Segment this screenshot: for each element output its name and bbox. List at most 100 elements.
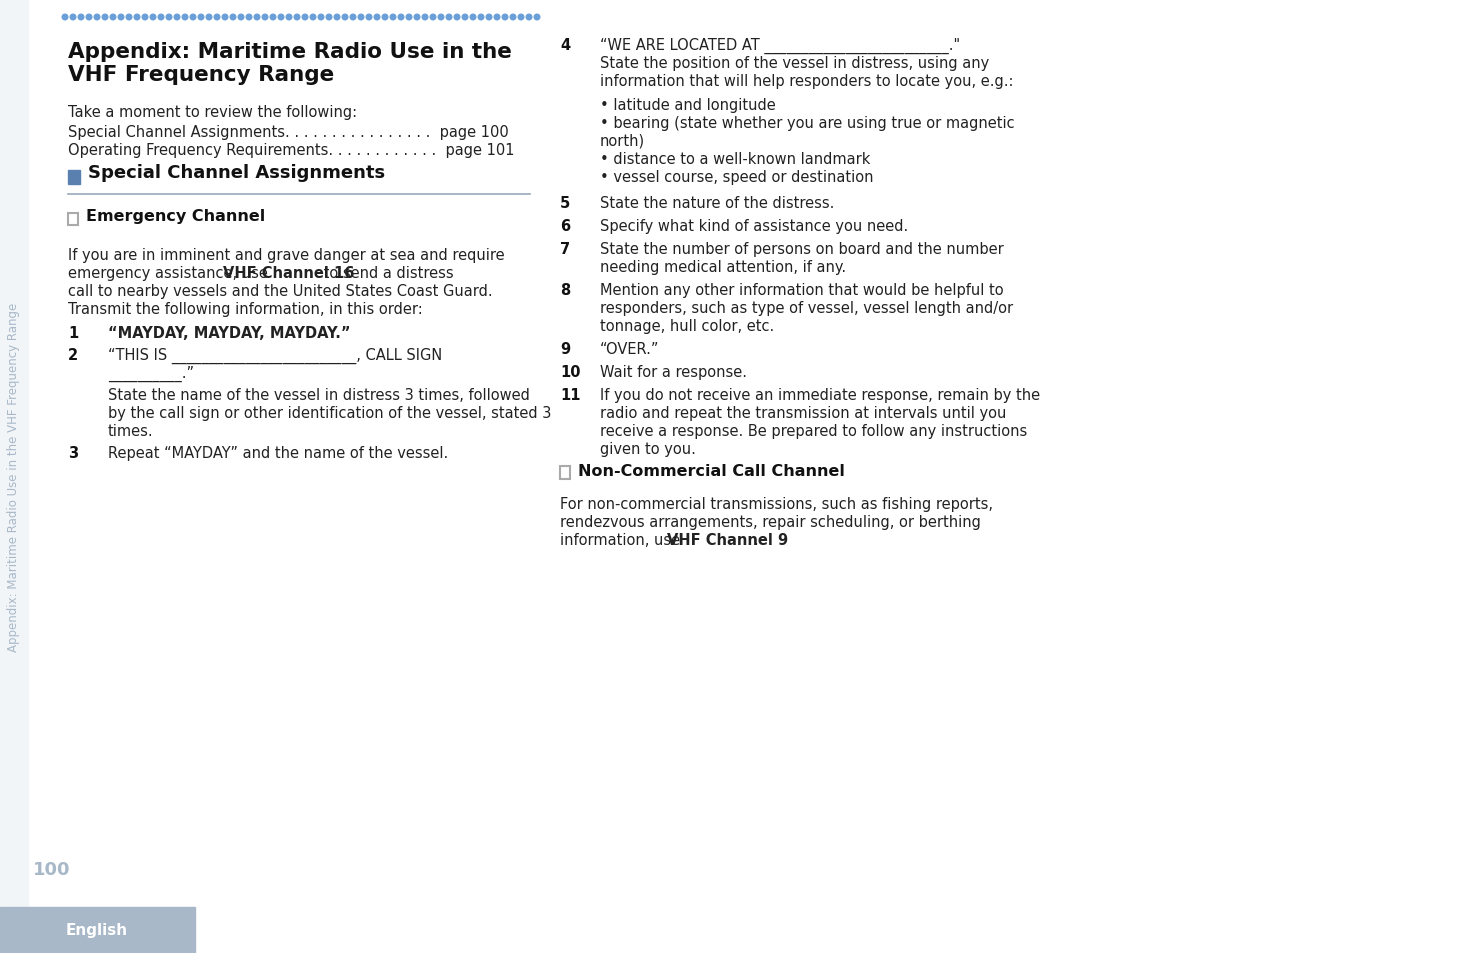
Text: Wait for a response.: Wait for a response. <box>600 365 746 379</box>
Circle shape <box>302 15 308 21</box>
Text: call to nearby vessels and the United States Coast Guard.: call to nearby vessels and the United St… <box>68 284 493 298</box>
Circle shape <box>375 15 379 21</box>
Text: Special Channel Assignments. . . . . . . . . . . . . . . .  page 100: Special Channel Assignments. . . . . . .… <box>68 125 509 140</box>
Circle shape <box>414 15 420 21</box>
Text: • latitude and longitude: • latitude and longitude <box>600 98 776 112</box>
Circle shape <box>382 15 388 21</box>
Text: Operating Frequency Requirements. . . . . . . . . . . .  page 101: Operating Frequency Requirements. . . . … <box>68 143 515 158</box>
Circle shape <box>502 15 507 21</box>
Text: Transmit the following information, in this order:: Transmit the following information, in t… <box>68 302 423 316</box>
Text: .: . <box>754 533 758 547</box>
Circle shape <box>406 15 412 21</box>
Text: Special Channel Assignments: Special Channel Assignments <box>88 164 385 182</box>
Circle shape <box>335 15 339 21</box>
Circle shape <box>214 15 220 21</box>
Text: receive a response. Be prepared to follow any instructions: receive a response. Be prepared to follo… <box>600 423 1027 438</box>
Text: Mention any other information that would be helpful to: Mention any other information that would… <box>600 283 1003 297</box>
Circle shape <box>174 15 180 21</box>
Circle shape <box>230 15 236 21</box>
Circle shape <box>134 15 140 21</box>
Circle shape <box>263 15 268 21</box>
Text: Emergency Channel: Emergency Channel <box>86 210 266 224</box>
Text: 10: 10 <box>560 365 581 379</box>
Text: VHF Channel 16: VHF Channel 16 <box>223 266 354 281</box>
Text: given to you.: given to you. <box>600 441 696 456</box>
Circle shape <box>286 15 292 21</box>
Bar <box>560 467 569 479</box>
Circle shape <box>127 15 131 21</box>
Circle shape <box>487 15 491 21</box>
Text: Non-Commercial Call Channel: Non-Commercial Call Channel <box>578 464 845 479</box>
Circle shape <box>254 15 260 21</box>
Circle shape <box>462 15 468 21</box>
Text: tonnage, hull color, etc.: tonnage, hull color, etc. <box>600 318 774 334</box>
Text: “OVER.”: “OVER.” <box>600 341 659 356</box>
Circle shape <box>207 15 212 21</box>
Text: 7: 7 <box>560 242 571 256</box>
Circle shape <box>366 15 372 21</box>
Bar <box>0 0 28 953</box>
Text: 100: 100 <box>34 861 71 878</box>
Bar <box>68 213 78 226</box>
Text: VHF Channel 9: VHF Channel 9 <box>667 533 788 547</box>
Circle shape <box>142 15 148 21</box>
Circle shape <box>326 15 332 21</box>
Circle shape <box>111 15 117 21</box>
Circle shape <box>183 15 187 21</box>
Circle shape <box>198 15 204 21</box>
Text: State the number of persons on board and the number: State the number of persons on board and… <box>600 242 1004 256</box>
Text: English: English <box>66 923 128 938</box>
Circle shape <box>150 15 156 21</box>
Circle shape <box>294 15 299 21</box>
Circle shape <box>246 15 252 21</box>
Circle shape <box>447 15 451 21</box>
Circle shape <box>422 15 428 21</box>
Text: 8: 8 <box>560 283 571 297</box>
Circle shape <box>319 15 324 21</box>
Circle shape <box>358 15 364 21</box>
Circle shape <box>350 15 355 21</box>
Circle shape <box>438 15 444 21</box>
Circle shape <box>94 15 100 21</box>
Text: If you are in imminent and grave danger at sea and require: If you are in imminent and grave danger … <box>68 248 504 263</box>
Circle shape <box>518 15 524 21</box>
Text: If you do not receive an immediate response, remain by the: If you do not receive an immediate respo… <box>600 388 1040 402</box>
Text: 6: 6 <box>560 219 571 233</box>
Text: 4: 4 <box>560 38 571 53</box>
Text: State the nature of the distress.: State the nature of the distress. <box>600 195 835 211</box>
Circle shape <box>86 15 91 21</box>
Text: State the name of the vessel in distress 3 times, followed: State the name of the vessel in distress… <box>108 388 530 402</box>
Circle shape <box>398 15 404 21</box>
Circle shape <box>471 15 476 21</box>
Circle shape <box>510 15 516 21</box>
Circle shape <box>158 15 164 21</box>
Text: 11: 11 <box>560 388 581 402</box>
Circle shape <box>534 15 540 21</box>
Text: Appendix: Maritime Radio Use in the: Appendix: Maritime Radio Use in the <box>68 42 512 62</box>
Circle shape <box>237 15 243 21</box>
Text: information, use: information, use <box>560 533 684 547</box>
Text: “THIS IS _________________________, CALL SIGN: “THIS IS _________________________, CALL… <box>108 348 442 364</box>
Text: Repeat “MAYDAY” and the name of the vessel.: Repeat “MAYDAY” and the name of the vess… <box>108 446 448 460</box>
Text: north): north) <box>600 133 645 149</box>
Text: times.: times. <box>108 423 153 438</box>
Text: State the position of the vessel in distress, using any: State the position of the vessel in dist… <box>600 56 990 71</box>
Text: 2: 2 <box>68 348 78 363</box>
Text: by the call sign or other identification of the vessel, stated 3: by the call sign or other identification… <box>108 406 552 420</box>
Text: Specify what kind of assistance you need.: Specify what kind of assistance you need… <box>600 219 909 233</box>
Text: “MAYDAY, MAYDAY, MAYDAY.”: “MAYDAY, MAYDAY, MAYDAY.” <box>108 326 351 340</box>
Text: 1: 1 <box>68 326 78 340</box>
Text: “WE ARE LOCATED AT _________________________.": “WE ARE LOCATED AT _____________________… <box>600 38 960 54</box>
Circle shape <box>71 15 75 21</box>
Bar <box>0 907 195 953</box>
Text: information that will help responders to locate you, e.g.:: information that will help responders to… <box>600 74 1013 89</box>
Text: VHF Frequency Range: VHF Frequency Range <box>68 65 335 85</box>
Circle shape <box>167 15 171 21</box>
Text: emergency assistance, use: emergency assistance, use <box>68 266 273 281</box>
Circle shape <box>454 15 460 21</box>
Text: Take a moment to review the following:: Take a moment to review the following: <box>68 105 357 120</box>
Circle shape <box>279 15 283 21</box>
Circle shape <box>223 15 227 21</box>
Circle shape <box>391 15 395 21</box>
Circle shape <box>78 15 84 21</box>
